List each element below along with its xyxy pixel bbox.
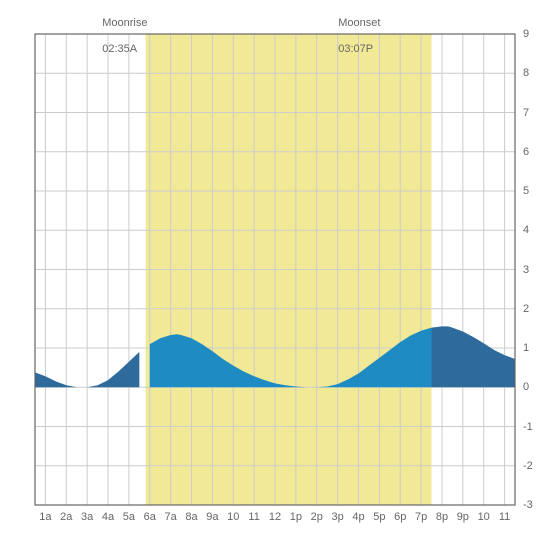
y-tick-label: -3 — [523, 499, 533, 511]
moonrise-label: Moonrise 02:35A — [90, 4, 147, 69]
y-tick-label: 3 — [523, 264, 529, 276]
y-tick-label: 5 — [523, 185, 529, 197]
moonset-title: Moonset — [338, 17, 380, 29]
y-tick-label: 1 — [523, 342, 529, 354]
y-tick-label: 0 — [523, 381, 529, 393]
y-tick-label: 9 — [523, 28, 529, 40]
moonset-label: Moonset 03:07P — [326, 4, 380, 69]
y-tick-label: 6 — [523, 146, 529, 158]
x-tick-label: 11 — [493, 511, 517, 523]
moonrise-time: 02:35A — [102, 43, 137, 55]
moonset-time: 03:07P — [338, 43, 373, 55]
tide-chart: Moonrise 02:35A Moonset 03:07P 1a2a3a4a5… — [0, 0, 550, 550]
y-tick-label: 8 — [523, 67, 529, 79]
y-tick-label: 2 — [523, 303, 529, 315]
moonrise-title: Moonrise — [102, 17, 147, 29]
y-tick-label: 4 — [523, 224, 529, 236]
chart-svg — [0, 0, 550, 550]
y-tick-label: -1 — [523, 421, 533, 433]
y-tick-label: -2 — [523, 460, 533, 472]
y-tick-label: 7 — [523, 107, 529, 119]
